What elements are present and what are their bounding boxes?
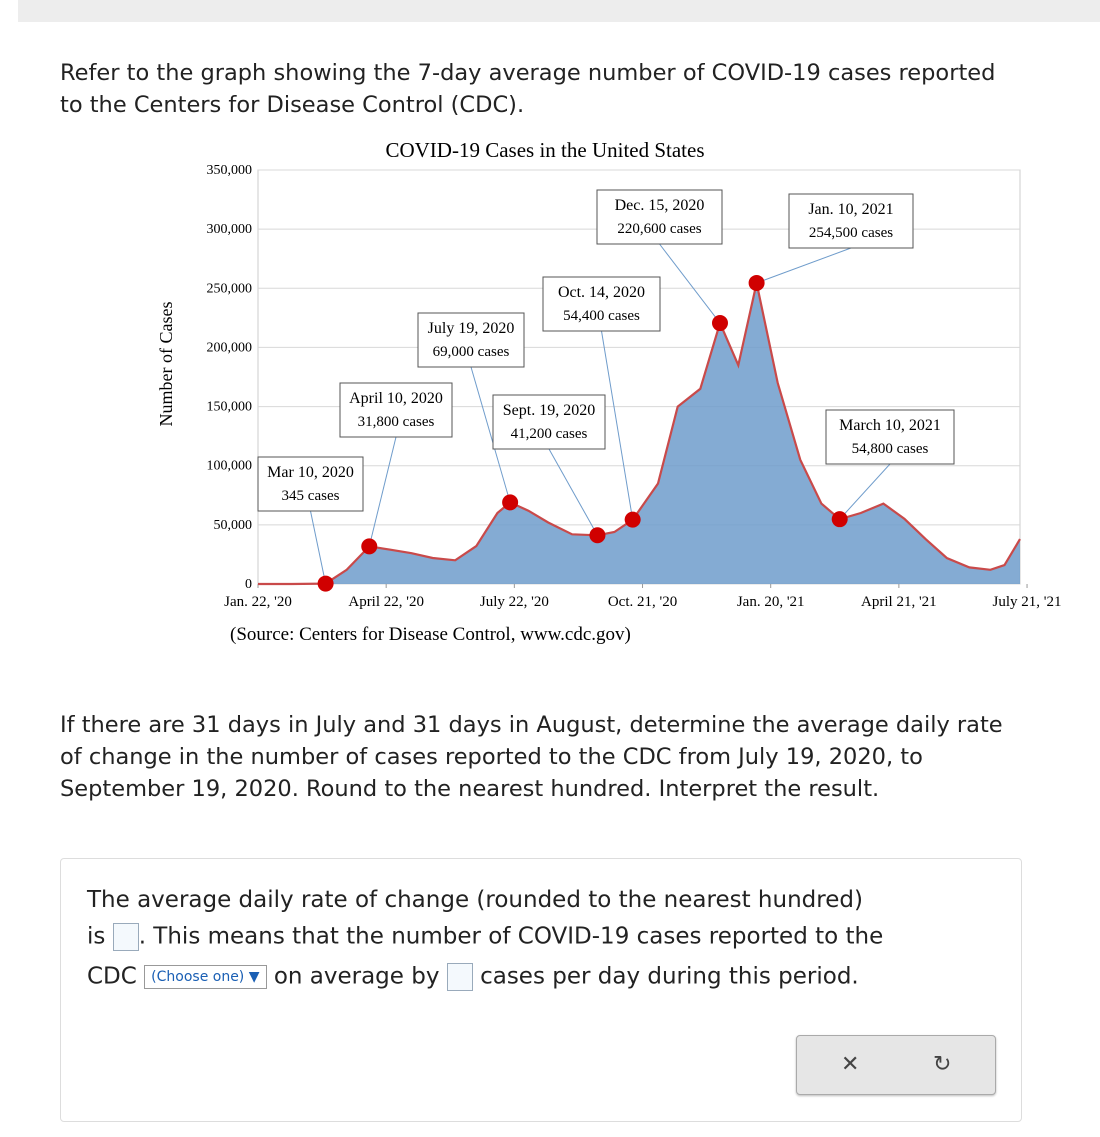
annotation-point [748, 274, 765, 291]
y-tick-label: 250,000 [207, 281, 253, 296]
annotation-point [317, 575, 334, 592]
annotation-box [542, 276, 661, 332]
y-tick-label: 0 [245, 577, 252, 592]
choice-select[interactable]: (Choose one) ▼ [144, 965, 267, 989]
callout-line [756, 247, 852, 284]
answer-text: . This means that the number of COVID-19… [138, 923, 884, 950]
x-tick-label: April 21, '21 [861, 594, 937, 610]
answer-text: cases per day during this period. [480, 963, 859, 990]
callout-line [368, 436, 397, 547]
annotation-point [624, 511, 641, 528]
chart-title: COVID-19 Cases in the United States [385, 140, 704, 162]
answer-line: CDC (Choose one) ▼ on average by cases p… [87, 963, 859, 991]
reset-button[interactable]: ↻ [933, 1052, 952, 1077]
y-tick-label: 150,000 [207, 400, 253, 415]
answer-text: on average by [273, 963, 440, 990]
y-tick-label: 50,000 [214, 518, 253, 533]
annotation-box [339, 382, 453, 438]
answer-text: is [87, 923, 106, 950]
annotation-value: 54,800 cases [852, 441, 929, 457]
button-group: ✕ ↻ [796, 1035, 996, 1095]
callout-line [548, 448, 598, 536]
x-tick-label: April 22, '20 [348, 594, 424, 610]
answer-box: The average daily rate of change (rounde… [60, 858, 1022, 1122]
question-intro: Refer to the graph showing the 7-day ave… [60, 60, 996, 118]
callout-line [839, 463, 891, 520]
annotation-box [788, 193, 914, 249]
callout-line [470, 366, 511, 503]
answer-text: The average daily rate of change (rounde… [87, 887, 863, 913]
annotation-date: Dec. 15, 2020 [615, 197, 705, 214]
annotation-date: Oct. 14, 2020 [558, 284, 645, 301]
annotation-value: 69,000 cases [433, 344, 510, 360]
x-tick-label: Oct. 21, '20 [608, 594, 677, 610]
annotation-date: Jan. 10, 2021 [808, 201, 893, 218]
annotation-date: Sept. 19, 2020 [503, 402, 595, 419]
callout-line [659, 243, 721, 324]
annotation-date: March 10, 2021 [839, 417, 941, 434]
y-tick-label: 350,000 [207, 163, 253, 178]
x-tick-label: Jan. 22, '20 [224, 594, 292, 610]
annotation-date: July 19, 2020 [428, 320, 515, 337]
annotation-date: Mar 10, 2020 [267, 464, 354, 481]
callout-line [601, 330, 634, 520]
select-text: (Choose one) [151, 969, 245, 985]
annotation-point [502, 494, 519, 511]
y-tick-label: 200,000 [207, 340, 253, 355]
annotation-date: April 10, 2020 [349, 390, 443, 407]
clear-button[interactable]: ✕ [841, 1052, 860, 1077]
source-note: (Source: Centers for Disease Control, ww… [230, 624, 631, 645]
callout-line [310, 510, 327, 584]
x-tick-label: July 21, '21 [993, 594, 1062, 610]
chart: COVID-19 Cases in the United States Numb… [156, 140, 1062, 645]
x-tick-label: July 22, '20 [480, 594, 549, 610]
y-tick-label: 100,000 [207, 459, 253, 474]
top-bar [18, 0, 1100, 22]
annotation-box [825, 409, 955, 465]
annotation-box [596, 189, 723, 245]
answer-input[interactable] [112, 923, 139, 951]
annotation-box [417, 312, 525, 368]
line [258, 282, 1021, 586]
annotation-point [711, 315, 728, 332]
annotation-point [831, 511, 848, 528]
annotation-value: 254,500 cases [809, 225, 893, 241]
answer-text: CDC [87, 963, 137, 990]
answer-line: is . This means that the number of COVID… [87, 923, 883, 951]
annotation-value: 31,800 cases [358, 414, 435, 430]
annotation-point [361, 538, 378, 555]
y-axis-label: Number of Cases [156, 302, 176, 427]
answer-input[interactable] [446, 963, 473, 991]
annotation-value: 220,600 cases [617, 221, 701, 237]
annotation-box [257, 456, 364, 512]
y-tick-label: 300,000 [207, 222, 253, 237]
question-prompt: If there are 31 days in July and 31 days… [60, 712, 1003, 802]
annotation-point [589, 527, 606, 544]
annotation-value: 54,400 cases [563, 308, 640, 324]
x-tick-label: Jan. 20, '21 [737, 594, 805, 610]
annotation-value: 345 cases [282, 488, 340, 504]
annotation-value: 41,200 cases [511, 426, 588, 442]
annotation-box [492, 394, 606, 450]
